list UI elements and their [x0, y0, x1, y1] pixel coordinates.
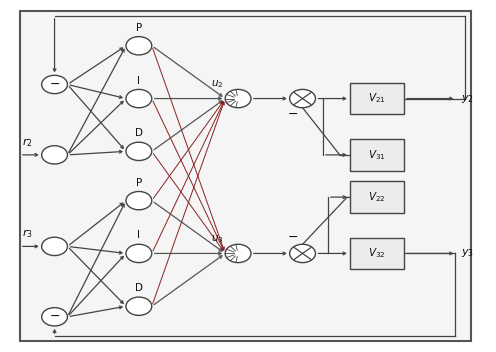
- Circle shape: [126, 37, 152, 55]
- Text: I: I: [137, 76, 140, 86]
- Text: $V_{21}$: $V_{21}$: [368, 92, 386, 106]
- FancyBboxPatch shape: [350, 181, 404, 213]
- Circle shape: [126, 191, 152, 210]
- Text: $u_3$: $u_3$: [211, 233, 223, 245]
- Circle shape: [126, 244, 152, 263]
- Text: −: −: [49, 78, 60, 91]
- Text: −: −: [287, 108, 298, 121]
- Circle shape: [42, 146, 67, 164]
- Text: $y_3$: $y_3$: [461, 247, 474, 259]
- Circle shape: [126, 297, 152, 315]
- Circle shape: [290, 244, 315, 263]
- Circle shape: [225, 89, 251, 108]
- Text: P: P: [136, 178, 142, 188]
- Circle shape: [290, 89, 315, 108]
- Circle shape: [42, 75, 67, 94]
- Text: D: D: [135, 128, 143, 138]
- Text: $V_{32}$: $V_{32}$: [368, 246, 386, 260]
- Text: $V_{22}$: $V_{22}$: [368, 190, 386, 204]
- Circle shape: [126, 89, 152, 108]
- Text: −: −: [287, 231, 298, 244]
- Text: $u_2$: $u_2$: [211, 78, 223, 90]
- FancyBboxPatch shape: [350, 83, 404, 114]
- FancyBboxPatch shape: [20, 11, 471, 341]
- Circle shape: [126, 142, 152, 161]
- Text: I: I: [137, 231, 140, 240]
- Text: $y_2$: $y_2$: [461, 93, 474, 105]
- Circle shape: [42, 308, 67, 326]
- Text: P: P: [136, 23, 142, 33]
- FancyBboxPatch shape: [350, 238, 404, 269]
- Text: $r_2$: $r_2$: [22, 136, 33, 149]
- Text: $r_3$: $r_3$: [22, 228, 33, 240]
- Circle shape: [42, 237, 67, 256]
- Text: D: D: [135, 283, 143, 293]
- Text: −: −: [49, 310, 60, 323]
- Text: $V_{31}$: $V_{31}$: [368, 148, 386, 162]
- FancyBboxPatch shape: [350, 139, 404, 171]
- Circle shape: [225, 244, 251, 263]
